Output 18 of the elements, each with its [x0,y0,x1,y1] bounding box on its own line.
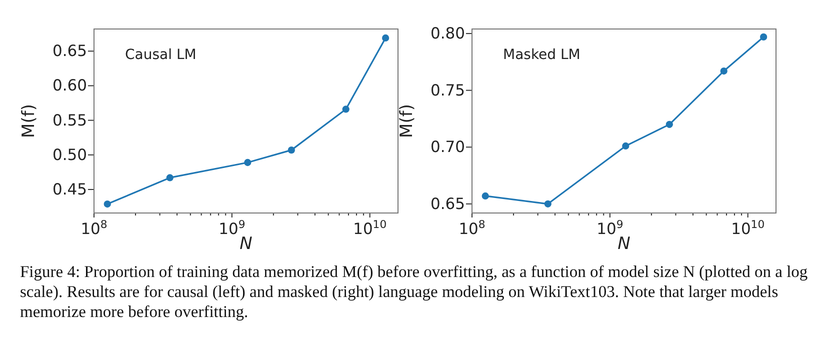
y-axis-title: M(f) [19,104,39,138]
y-axis-title: M(f) [397,104,417,138]
y-tick-label: 0.55 [52,111,87,130]
text: Causal LM [125,47,196,63]
text: Masked LM [503,47,580,63]
y-tick-label: 0.80 [430,24,465,43]
y-tick-label: 0.50 [52,146,87,164]
y-tick-label: 0.70 [430,138,465,156]
x-tick-label: 10$^{8}$ [80,217,108,238]
x-tick-label: 10$^{10}$ [731,217,765,238]
y-tick-label: 0.60 [52,76,87,95]
caption: Figure 4: Proportion of training data memorized M(f) before overfitting, as a function of model size N (plotted on a log scale). Results are for causal (left) and masked (right) language modeling on WikiText103. Note that larger models memorize more before overfitting. [20,262,809,322]
y-tick-label: 0.75 [430,81,465,100]
y-tick-label: 0.65 [52,42,87,60]
x-tick-label: 10$^{8}$ [458,217,486,238]
y-tick-label: 0.65 [430,194,465,213]
y-tick-label: 0.45 [52,180,87,198]
x-tick-label: 10$^{10}$ [353,217,387,238]
